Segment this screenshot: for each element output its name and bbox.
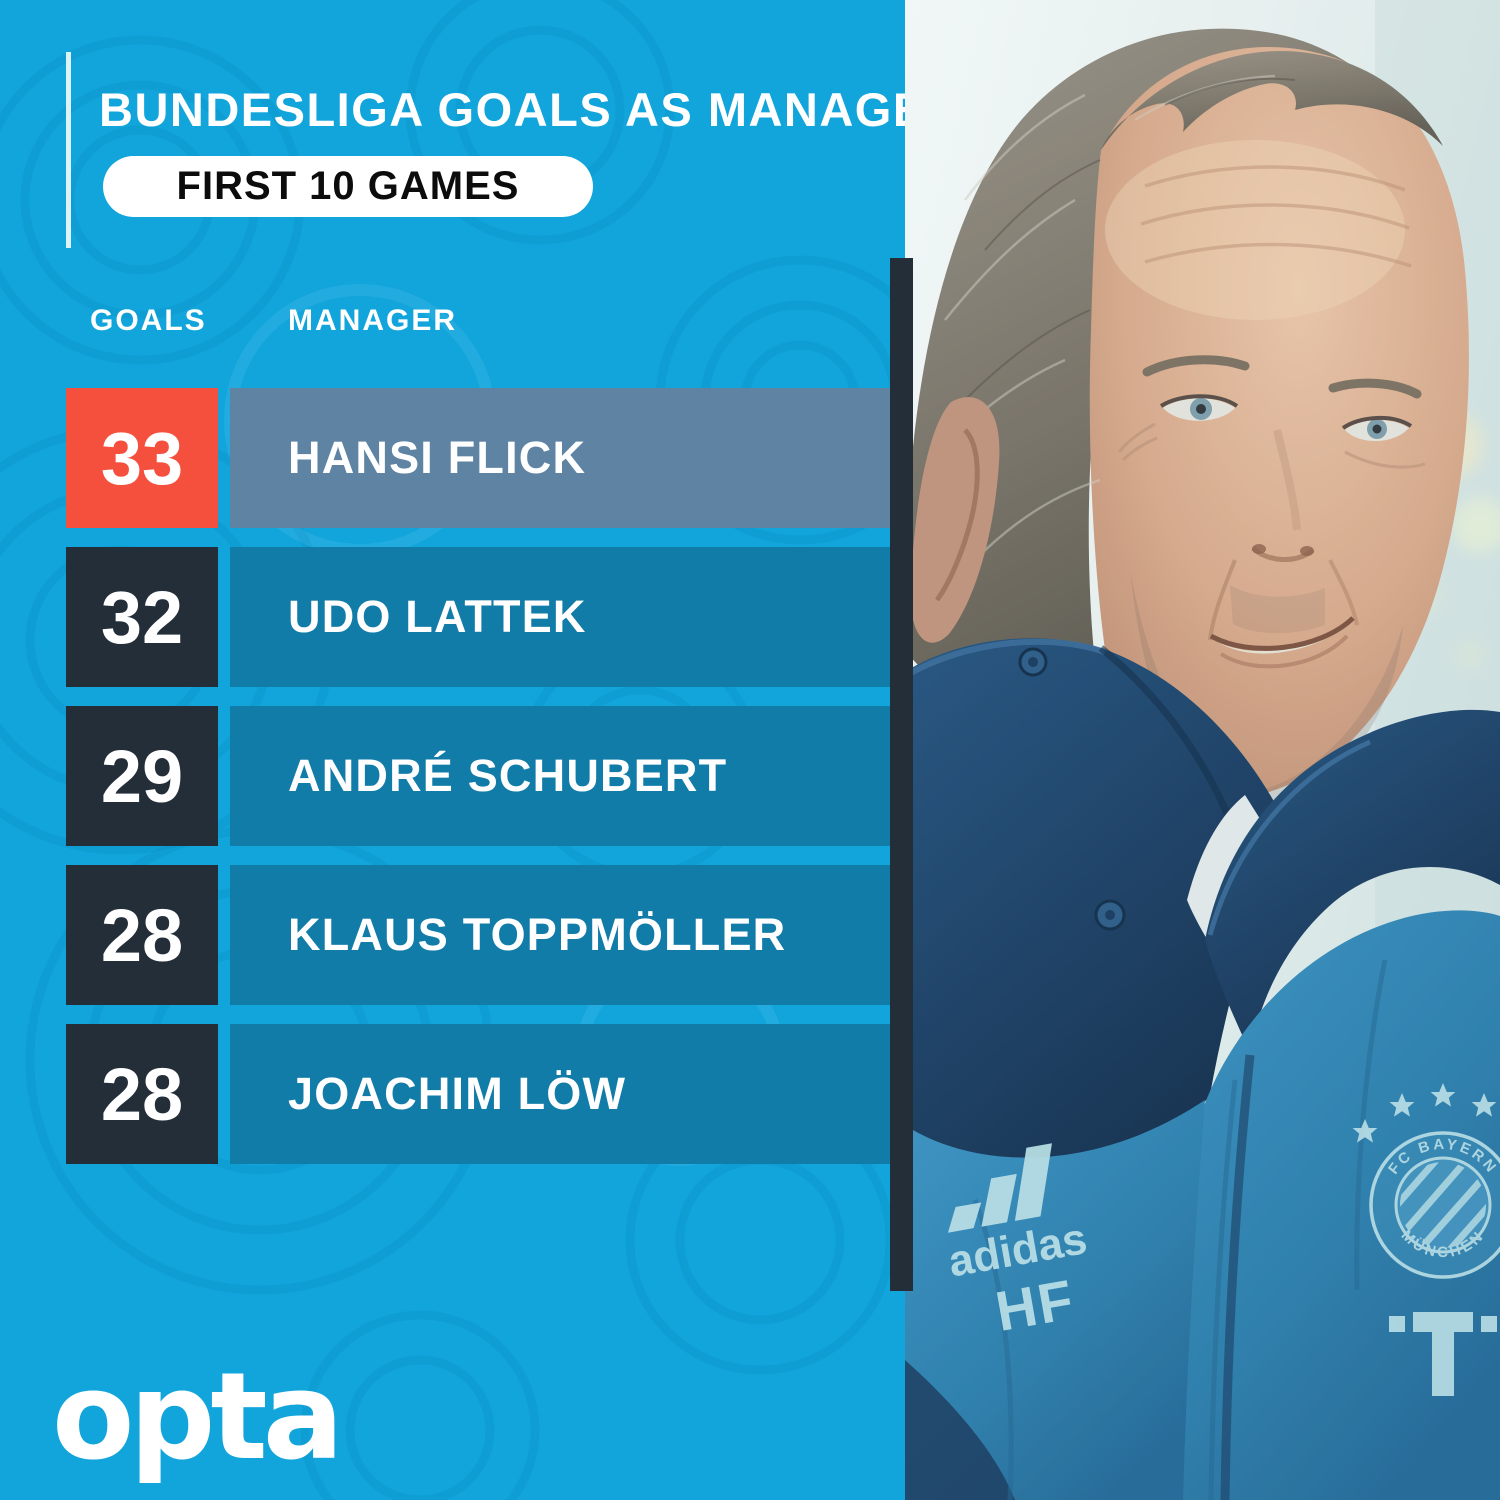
hair-fringe (1101, 50, 1443, 150)
goals-cell: 29 (66, 706, 218, 846)
table-row: 29 ANDRÉ SCHUBERT (66, 706, 890, 846)
face (1089, 47, 1469, 799)
goals-cell: 28 (66, 1024, 218, 1164)
eyes (1159, 394, 1413, 442)
table-row: 28 KLAUS TOPPMÖLLER (66, 865, 890, 1005)
telekom-t-icon (1389, 1312, 1497, 1396)
smile (1209, 616, 1355, 669)
goals-cell: 28 (66, 865, 218, 1005)
manager-name: KLAUS TOPPMÖLLER (288, 909, 787, 960)
crows-feet (1117, 422, 1426, 469)
jacket-collar (903, 638, 1283, 1175)
jacket-initials: HF (991, 1267, 1079, 1343)
manager-name: JOACHIM LÖW (288, 1068, 627, 1119)
table-row: 32 UDO LATTEK (66, 547, 890, 687)
table-row: 33 HANSI FLICK (66, 388, 890, 528)
hair-highlights (939, 74, 1276, 561)
adidas-logo: adidas HF (945, 1143, 1091, 1343)
bayern-badge: FC BAYERN MÜNCHEN (1352, 1083, 1500, 1279)
goals-cell: 32 (66, 547, 218, 687)
manager-bar: UDO LATTEK (230, 547, 890, 687)
column-header-manager: MANAGER (288, 304, 457, 337)
stats-table: 33 HANSI FLICK 32 UDO LATTEK 29 ANDRÉ SCHUBER… (66, 388, 890, 1164)
eyebrows (1142, 355, 1422, 399)
accent-line (66, 52, 71, 248)
column-header-goals: GOALS (90, 304, 207, 337)
forehead-wrinkles (1140, 165, 1412, 268)
adidas-bars-icon (947, 1143, 1052, 1233)
portrait-photo: adidas HF FC BA (903, 0, 1500, 1500)
hair-back (906, 28, 1397, 699)
opta-logo: opta (52, 1348, 344, 1487)
subtitle-text: FIRST 10 GAMES (176, 164, 520, 208)
manager-name: UDO LATTEK (288, 591, 587, 642)
jacket-body (905, 910, 1500, 1500)
photo-panel: adidas HF FC BA (903, 0, 1500, 1500)
manager-bar: KLAUS TOPPMÖLLER (230, 865, 890, 1005)
manager-bar: ANDRÉ SCHUBERT (230, 706, 890, 846)
page-title: BUNDESLIGA GOALS AS MANAGER (99, 83, 962, 136)
manager-bar: JOACHIM LÖW (230, 1024, 890, 1164)
subtitle-pill: FIRST 10 GAMES (103, 156, 593, 217)
divider-strip (890, 258, 913, 1291)
table-row: 28 JOACHIM LÖW (66, 1024, 890, 1164)
jacket-collar-right (1205, 709, 1500, 1052)
goals-cell: 33 (66, 388, 218, 528)
manager-name: HANSI FLICK (288, 432, 587, 483)
manager-name: ANDRÉ SCHUBERT (288, 750, 728, 801)
manager-bar: HANSI FLICK (230, 388, 890, 528)
